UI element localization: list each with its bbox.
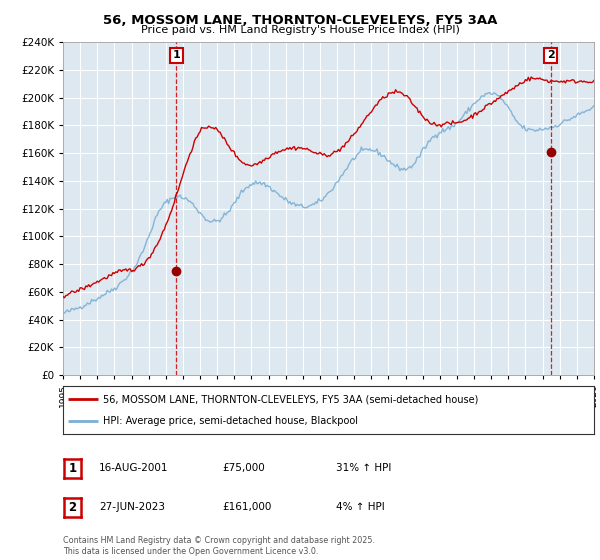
Text: Price paid vs. HM Land Registry's House Price Index (HPI): Price paid vs. HM Land Registry's House …: [140, 25, 460, 35]
Text: 16-AUG-2001: 16-AUG-2001: [99, 463, 169, 473]
Text: £75,000: £75,000: [222, 463, 265, 473]
Text: 56, MOSSOM LANE, THORNTON-CLEVELEYS, FY5 3AA: 56, MOSSOM LANE, THORNTON-CLEVELEYS, FY5…: [103, 14, 497, 27]
Text: 31% ↑ HPI: 31% ↑ HPI: [336, 463, 391, 473]
Text: 27-JUN-2023: 27-JUN-2023: [99, 502, 165, 512]
Text: Contains HM Land Registry data © Crown copyright and database right 2025.
This d: Contains HM Land Registry data © Crown c…: [63, 536, 375, 556]
Text: 2: 2: [68, 501, 77, 514]
Text: 56, MOSSOM LANE, THORNTON-CLEVELEYS, FY5 3AA (semi-detached house): 56, MOSSOM LANE, THORNTON-CLEVELEYS, FY5…: [103, 394, 478, 404]
Text: 1: 1: [173, 50, 180, 60]
Text: 1: 1: [68, 461, 77, 475]
Text: 4% ↑ HPI: 4% ↑ HPI: [336, 502, 385, 512]
Text: HPI: Average price, semi-detached house, Blackpool: HPI: Average price, semi-detached house,…: [103, 416, 358, 426]
Text: £161,000: £161,000: [222, 502, 271, 512]
Text: 2: 2: [547, 50, 555, 60]
